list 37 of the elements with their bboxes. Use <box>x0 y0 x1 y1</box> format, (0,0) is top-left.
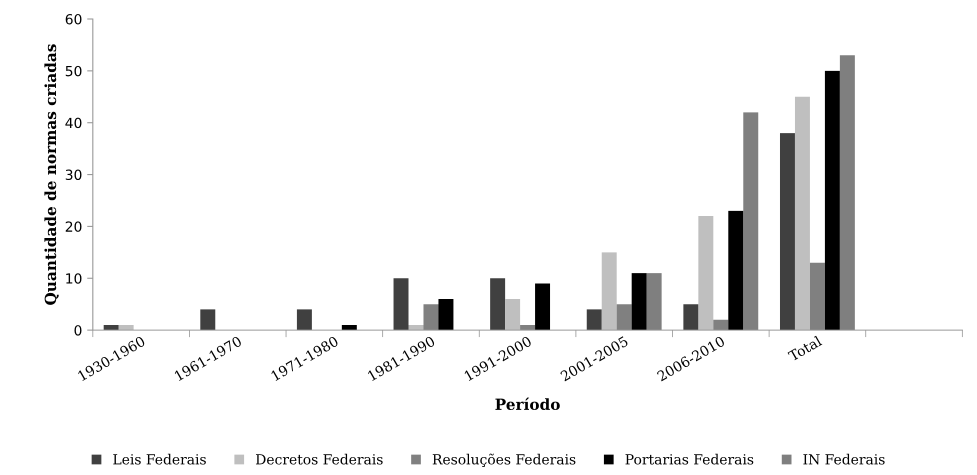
y-tick-label: 60 <box>66 14 82 24</box>
bar <box>616 304 632 330</box>
y-tick-label: 40 <box>65 118 82 128</box>
legend-label: IN Federais <box>803 454 885 465</box>
bar <box>535 283 550 330</box>
bar <box>586 309 602 330</box>
y-tick-label: 50 <box>66 66 82 76</box>
legend-label: Resoluções Federais <box>432 454 576 468</box>
bar <box>840 55 855 330</box>
bar <box>632 273 647 330</box>
bar <box>602 252 617 330</box>
x-axis-title: Período <box>495 398 560 410</box>
bar <box>743 112 758 330</box>
y-axis-title: Quantidade de normas criadas <box>44 44 59 305</box>
bar <box>423 304 438 330</box>
bar <box>296 309 312 330</box>
y-tick-label: 20 <box>66 221 82 232</box>
bar <box>794 96 810 330</box>
bar <box>810 262 825 330</box>
bar <box>646 273 662 330</box>
y-tick-label: 30 <box>66 170 82 180</box>
bar <box>505 299 520 330</box>
bar <box>698 216 714 330</box>
y-tick-label: 10 <box>66 273 82 284</box>
bar <box>490 278 506 330</box>
bar <box>394 278 409 330</box>
bar <box>728 210 744 330</box>
bar <box>824 70 840 330</box>
legend-label: Portarias Federais <box>626 454 754 465</box>
bar <box>438 299 454 330</box>
bar <box>683 304 698 330</box>
y-tick-label: 0 <box>74 325 82 336</box>
bar <box>780 133 795 330</box>
bar <box>200 309 216 330</box>
bar <box>713 320 728 330</box>
legend-label: Leis Federais <box>113 454 206 465</box>
legend-label: Decretos Federais <box>256 454 383 465</box>
